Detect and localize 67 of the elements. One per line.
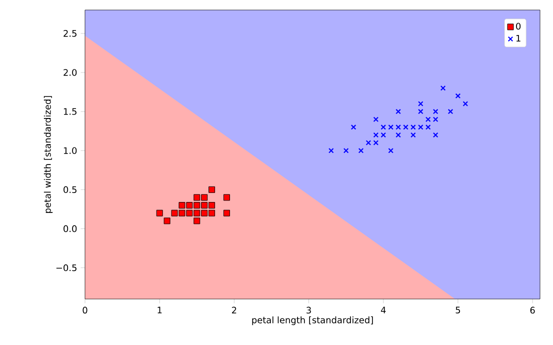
point — [418, 108, 424, 114]
x-tick-label: 6 — [530, 306, 535, 314]
point — [358, 148, 364, 154]
point — [194, 210, 200, 216]
y-tick-label: 2.0 — [64, 69, 77, 76]
point — [328, 148, 334, 154]
point — [194, 194, 200, 201]
point — [208, 186, 216, 193]
point — [403, 124, 408, 130]
x-tick-label: 5 — [456, 306, 460, 314]
y-tick-label: 2.5 — [64, 30, 76, 37]
point — [164, 218, 170, 224]
point — [223, 194, 230, 201]
y-tick-label: 1.5 — [64, 108, 76, 115]
y-tick-label: 0.0 — [64, 225, 77, 232]
x-tick-label: 4 — [380, 306, 386, 314]
point — [208, 202, 216, 209]
point — [396, 124, 401, 130]
point — [194, 202, 200, 209]
x-axis-title: petal length [standardized] — [252, 316, 373, 326]
point — [201, 194, 208, 201]
point — [373, 132, 379, 138]
point — [440, 85, 446, 91]
x-tick-label: 0 — [82, 306, 88, 314]
point — [418, 101, 424, 106]
point — [432, 108, 438, 114]
point — [366, 140, 372, 146]
point — [373, 116, 379, 122]
point — [186, 210, 193, 216]
point — [380, 132, 386, 138]
point — [425, 124, 431, 130]
point — [194, 218, 200, 224]
point — [178, 210, 186, 216]
point — [201, 202, 208, 209]
point — [380, 124, 386, 130]
point — [410, 132, 416, 138]
legend-label: 1 — [516, 34, 520, 42]
y-tick-label: −0.5 — [56, 264, 76, 272]
point — [455, 93, 461, 99]
point — [350, 124, 356, 130]
y-axis-title: petal width [standardized] — [44, 96, 53, 213]
y-tick-label: 1.0 — [64, 147, 77, 154]
point — [410, 124, 416, 130]
point — [186, 202, 193, 209]
point — [396, 108, 401, 114]
point — [462, 101, 468, 106]
point — [388, 148, 394, 154]
point — [432, 132, 438, 138]
point — [208, 210, 216, 216]
point — [448, 108, 454, 114]
point — [178, 202, 186, 209]
point — [373, 140, 379, 146]
point — [201, 210, 208, 216]
x-tick-label: 2 — [232, 306, 236, 314]
point — [343, 148, 349, 154]
y-tick-label: 0.5 — [64, 186, 76, 194]
point — [432, 116, 438, 122]
point — [388, 124, 394, 130]
legend-label: 0 — [516, 22, 521, 30]
point — [156, 210, 163, 216]
point — [396, 132, 401, 138]
point — [223, 210, 230, 216]
point — [425, 116, 431, 122]
point — [418, 124, 424, 130]
x-tick-label: 3 — [306, 306, 311, 314]
point — [171, 210, 178, 216]
x-tick-label: 1 — [158, 306, 162, 314]
